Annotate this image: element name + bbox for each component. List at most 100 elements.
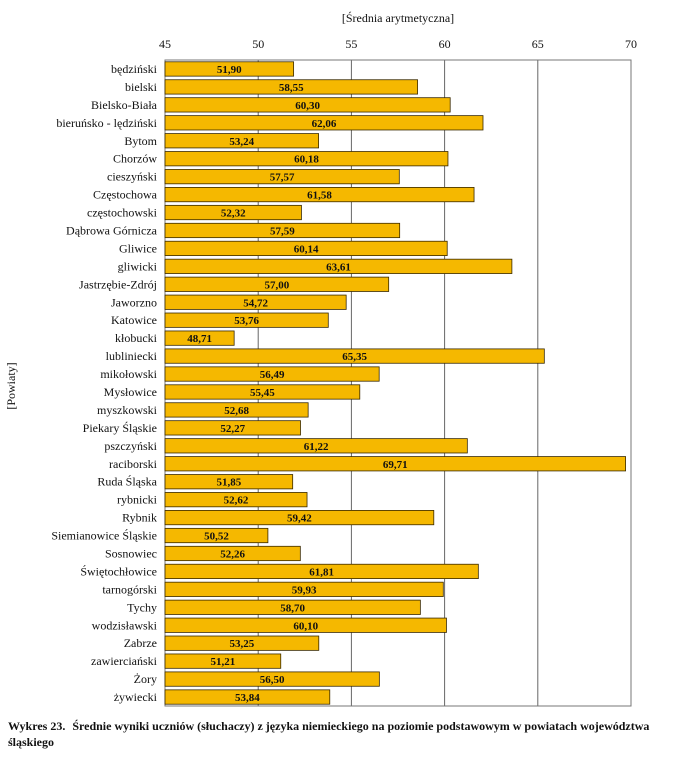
x-axis-title: [Średnia arytmetyczna] bbox=[342, 11, 454, 25]
figure-caption: Wykres 23. Średnie wyniki uczniów (słuch… bbox=[8, 718, 668, 750]
value-label: 69,71 bbox=[383, 459, 408, 471]
value-label: 48,71 bbox=[187, 333, 212, 345]
bar bbox=[164, 366, 380, 382]
value-label: 58,55 bbox=[279, 82, 304, 94]
category-label: rybnicki bbox=[117, 493, 158, 507]
bar bbox=[164, 653, 282, 669]
bar bbox=[164, 384, 361, 400]
x-tick-label: 60 bbox=[439, 37, 451, 51]
category-label: bielski bbox=[125, 80, 158, 94]
bar bbox=[164, 510, 435, 526]
bar bbox=[164, 492, 308, 508]
value-label: 60,10 bbox=[293, 620, 318, 632]
value-label: 57,57 bbox=[270, 172, 295, 184]
value-label: 57,00 bbox=[264, 279, 289, 291]
category-label: Mysłowice bbox=[104, 385, 157, 399]
category-label: bieruńsko - lędziński bbox=[56, 116, 157, 130]
category-label: zawierciański bbox=[91, 654, 158, 668]
category-label: żywiecki bbox=[114, 690, 158, 704]
value-label: 65,35 bbox=[342, 351, 367, 363]
bar bbox=[164, 187, 475, 203]
bar bbox=[164, 689, 331, 705]
bar bbox=[164, 456, 626, 472]
category-label: Jastrzębie-Zdrój bbox=[79, 277, 157, 291]
category-label: Sosnowiec bbox=[105, 546, 157, 560]
category-labels: będziński bielski Bielsko-Biała bieruńsko -… bbox=[51, 62, 157, 704]
value-label: 53,25 bbox=[230, 638, 255, 650]
caption-prefix: Wykres 23. bbox=[8, 719, 66, 733]
x-tick-label: 55 bbox=[345, 37, 357, 51]
plot-area bbox=[164, 59, 632, 707]
bar bbox=[164, 312, 329, 328]
value-labels: 51,90 58,55 60,30 62,06 53,24 60,18 57,57 61,58… bbox=[187, 64, 407, 704]
value-label: 51,90 bbox=[217, 64, 242, 76]
category-label: tarnogórski bbox=[102, 582, 157, 596]
category-label: Dąbrowa Górnicza bbox=[66, 223, 158, 237]
value-label: 53,76 bbox=[234, 315, 259, 327]
bar bbox=[164, 420, 301, 436]
x-tick-label: 50 bbox=[252, 37, 264, 51]
bar bbox=[164, 438, 468, 454]
bars bbox=[164, 61, 626, 705]
bar bbox=[164, 151, 449, 167]
value-label: 52,62 bbox=[224, 495, 249, 507]
bar bbox=[164, 258, 513, 274]
category-label: raciborski bbox=[109, 457, 158, 471]
bar bbox=[164, 61, 295, 77]
value-label: 56,50 bbox=[260, 674, 285, 686]
value-label: 51,21 bbox=[211, 656, 236, 668]
bar bbox=[164, 294, 347, 310]
category-label: Bytom bbox=[124, 134, 157, 148]
x-tick-label: 70 bbox=[625, 37, 637, 51]
bar bbox=[164, 617, 447, 633]
value-label: 52,27 bbox=[220, 423, 245, 435]
value-label: 56,49 bbox=[260, 369, 285, 381]
category-label: pszczyński bbox=[104, 439, 157, 453]
value-label: 61,81 bbox=[309, 566, 334, 578]
value-label: 50,52 bbox=[204, 531, 229, 543]
bar bbox=[164, 133, 319, 149]
bar bbox=[164, 204, 302, 221]
bar bbox=[164, 276, 390, 292]
category-label: Ruda Śląska bbox=[97, 475, 157, 489]
bar bbox=[164, 402, 309, 418]
category-label: wodzisławski bbox=[92, 618, 158, 632]
category-label: będziński bbox=[111, 62, 158, 76]
bar bbox=[164, 599, 421, 615]
category-label: lubliniecki bbox=[106, 349, 158, 363]
category-label: Żory bbox=[134, 672, 157, 686]
value-label: 57,59 bbox=[270, 225, 295, 237]
category-label: myszkowski bbox=[97, 403, 158, 417]
x-tick-labels: 45 50 55 60 65 70 bbox=[159, 37, 637, 51]
value-label: 54,72 bbox=[243, 297, 268, 309]
bar bbox=[164, 97, 451, 113]
bar bbox=[164, 671, 380, 687]
category-label: Piekary Śląskie bbox=[83, 421, 157, 435]
bar-chart: [Średnia arytmetyczna] [Powiaty] 45 50 55 6… bbox=[4, 11, 637, 707]
y-axis-title: [Powiaty] bbox=[4, 362, 18, 409]
category-label: cieszyński bbox=[107, 170, 158, 184]
bar bbox=[164, 79, 418, 95]
category-label: Częstochowa bbox=[93, 188, 158, 202]
value-label: 61,58 bbox=[307, 190, 332, 202]
value-label: 59,42 bbox=[287, 513, 312, 525]
bar bbox=[164, 169, 400, 185]
bar bbox=[164, 222, 401, 239]
category-label: Bielsko-Biała bbox=[91, 98, 158, 112]
x-tick-label: 45 bbox=[159, 37, 171, 51]
category-label: częstochowski bbox=[87, 206, 158, 220]
bar bbox=[164, 527, 269, 544]
bar bbox=[164, 474, 294, 490]
value-label: 60,14 bbox=[294, 243, 319, 255]
value-label: 59,93 bbox=[292, 584, 317, 596]
value-label: 53,24 bbox=[229, 136, 254, 148]
caption-text: Średnie wyniki uczniów (słuchaczy) z jęz… bbox=[8, 719, 650, 749]
value-label: 52,26 bbox=[220, 548, 245, 560]
bar bbox=[164, 563, 479, 579]
bar bbox=[164, 240, 448, 256]
category-label: Świętochłowice bbox=[80, 564, 157, 578]
bar bbox=[164, 545, 301, 562]
x-tick-label: 65 bbox=[532, 37, 544, 51]
category-label: Katowice bbox=[111, 313, 157, 327]
category-label: Chorzów bbox=[113, 152, 157, 166]
